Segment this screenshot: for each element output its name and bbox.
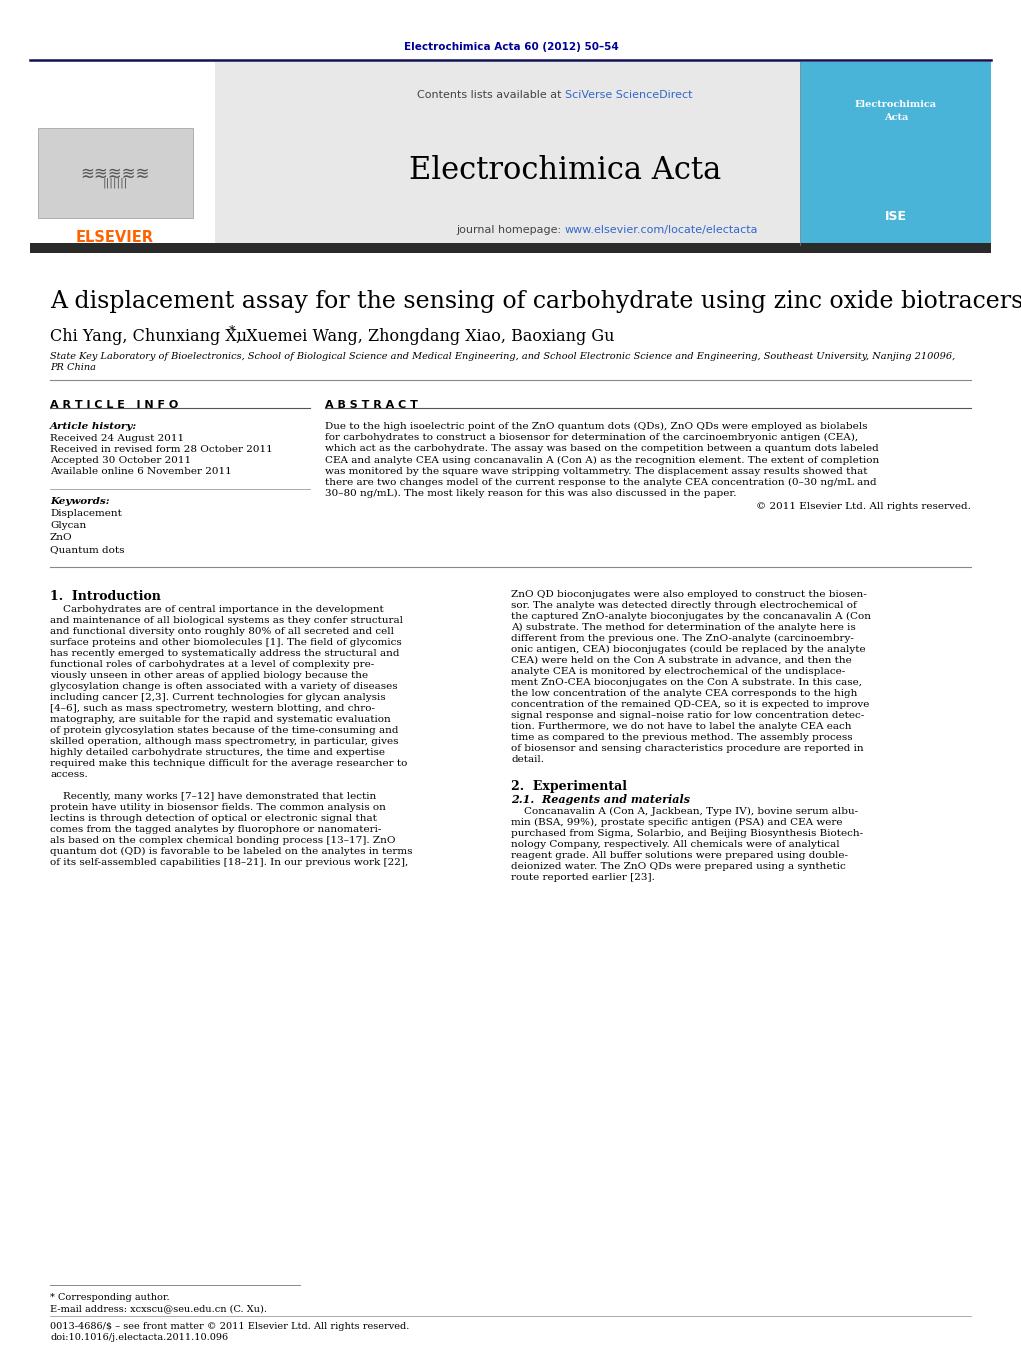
Text: Displacement: Displacement xyxy=(50,509,121,517)
Bar xyxy=(800,62,991,245)
Text: Available online 6 November 2011: Available online 6 November 2011 xyxy=(50,467,232,476)
Text: time as compared to the previous method. The assembly process: time as compared to the previous method.… xyxy=(510,734,853,742)
Text: onic antigen, CEA) bioconjugates (could be replaced by the analyte: onic antigen, CEA) bioconjugates (could … xyxy=(510,644,866,654)
Text: www.elsevier.com/locate/electacta: www.elsevier.com/locate/electacta xyxy=(565,226,759,235)
Text: Keywords:: Keywords: xyxy=(50,497,109,507)
Text: was monitored by the square wave stripping voltammetry. The displacement assay r: was monitored by the square wave strippi… xyxy=(325,467,868,476)
Text: detail.: detail. xyxy=(510,755,544,765)
Text: [4–6], such as mass spectrometry, western blotting, and chro-: [4–6], such as mass spectrometry, wester… xyxy=(50,704,375,713)
Text: 2.1.  Reagents and materials: 2.1. Reagents and materials xyxy=(510,794,690,805)
Text: of protein glycosylation states because of the time-consuming and: of protein glycosylation states because … xyxy=(50,725,398,735)
Text: purchased from Sigma, Solarbio, and Beijing Biosynthesis Biotech-: purchased from Sigma, Solarbio, and Beij… xyxy=(510,830,863,838)
Text: functional roles of carbohydrates at a level of complexity pre-: functional roles of carbohydrates at a l… xyxy=(50,661,375,669)
Text: 1.  Introduction: 1. Introduction xyxy=(50,590,161,603)
Text: E-mail address: xcxscu@seu.edu.cn (C. Xu).: E-mail address: xcxscu@seu.edu.cn (C. Xu… xyxy=(50,1304,268,1313)
Text: Glycan: Glycan xyxy=(50,521,86,530)
Text: has recently emerged to systematically address the structural and: has recently emerged to systematically a… xyxy=(50,648,399,658)
Text: 2.  Experimental: 2. Experimental xyxy=(510,780,627,793)
Text: *: * xyxy=(229,326,235,338)
Text: * Corresponding author.: * Corresponding author. xyxy=(50,1293,169,1302)
Text: A R T I C L E   I N F O: A R T I C L E I N F O xyxy=(50,400,179,409)
Text: Chi Yang, Chunxiang Xu: Chi Yang, Chunxiang Xu xyxy=(50,328,247,345)
Text: reagent grade. All buffer solutions were prepared using double-: reagent grade. All buffer solutions were… xyxy=(510,851,848,861)
Text: and maintenance of all biological systems as they confer structural: and maintenance of all biological system… xyxy=(50,616,403,626)
Text: CEA) were held on the Con A substrate in advance, and then the: CEA) were held on the Con A substrate in… xyxy=(510,657,852,665)
Text: surface proteins and other biomolecules [1]. The field of glycomics: surface proteins and other biomolecules … xyxy=(50,638,401,647)
Text: of its self-assembled capabilities [18–21]. In our previous work [22],: of its self-assembled capabilities [18–2… xyxy=(50,858,408,867)
Text: |||||||: ||||||| xyxy=(102,178,128,189)
Text: for carbohydrates to construct a biosensor for determination of the carcinoembry: for carbohydrates to construct a biosens… xyxy=(325,434,858,442)
Bar xyxy=(30,62,215,245)
Text: required make this technique difficult for the average researcher to: required make this technique difficult f… xyxy=(50,759,407,767)
Bar xyxy=(30,62,800,245)
Text: Electrochimica Acta 60 (2012) 50–54: Electrochimica Acta 60 (2012) 50–54 xyxy=(403,42,619,51)
Text: sor. The analyte was detected directly through electrochemical of: sor. The analyte was detected directly t… xyxy=(510,601,857,611)
Text: skilled operation, although mass spectrometry, in particular, gives: skilled operation, although mass spectro… xyxy=(50,738,398,746)
Text: route reported earlier [23].: route reported earlier [23]. xyxy=(510,873,654,882)
Text: different from the previous one. The ZnO-analyte (carcinoembry-: different from the previous one. The ZnO… xyxy=(510,634,854,643)
Text: © 2011 Elsevier Ltd. All rights reserved.: © 2011 Elsevier Ltd. All rights reserved… xyxy=(757,503,971,512)
Text: Carbohydrates are of central importance in the development: Carbohydrates are of central importance … xyxy=(50,605,384,613)
Text: State Key Laboratory of Bioelectronics, School of Biological Science and Medical: State Key Laboratory of Bioelectronics, … xyxy=(50,353,956,361)
Text: signal response and signal–noise ratio for low concentration detec-: signal response and signal–noise ratio f… xyxy=(510,711,864,720)
Text: nology Company, respectively. All chemicals were of analytical: nology Company, respectively. All chemic… xyxy=(510,840,839,848)
Bar xyxy=(30,243,991,253)
Text: A B S T R A C T: A B S T R A C T xyxy=(325,400,418,409)
Text: ZnO QD bioconjugates were also employed to construct the biosen-: ZnO QD bioconjugates were also employed … xyxy=(510,590,867,598)
Text: ment ZnO-CEA bioconjugates on the Con A substrate. In this case,: ment ZnO-CEA bioconjugates on the Con A … xyxy=(510,678,862,688)
Text: ≋≋≋≋≋: ≋≋≋≋≋ xyxy=(81,165,150,182)
Text: there are two changes model of the current response to the analyte CEA concentra: there are two changes model of the curre… xyxy=(325,478,877,488)
Text: Received in revised form 28 October 2011: Received in revised form 28 October 2011 xyxy=(50,444,273,454)
Text: Electrochimica Acta: Electrochimica Acta xyxy=(408,155,721,186)
Text: and functional diversity onto roughly 80% of all secreted and cell: and functional diversity onto roughly 80… xyxy=(50,627,394,636)
Text: ZnO: ZnO xyxy=(50,534,72,542)
Text: Article history:: Article history: xyxy=(50,422,137,431)
Text: quantum dot (QD) is favorable to be labeled on the analytes in terms: quantum dot (QD) is favorable to be labe… xyxy=(50,847,412,857)
Text: Received 24 August 2011: Received 24 August 2011 xyxy=(50,434,184,443)
Text: PR China: PR China xyxy=(50,363,96,372)
Text: the low concentration of the analyte CEA corresponds to the high: the low concentration of the analyte CEA… xyxy=(510,689,858,698)
Text: 30–80 ng/mL). The most likely reason for this was also discussed in the paper.: 30–80 ng/mL). The most likely reason for… xyxy=(325,489,736,499)
Bar xyxy=(38,128,193,218)
Text: Electrochimica: Electrochimica xyxy=(855,100,937,109)
Text: tion. Furthermore, we do not have to label the analyte CEA each: tion. Furthermore, we do not have to lab… xyxy=(510,721,852,731)
Text: CEA and analyte CEA using concanavalin A (Con A) as the recognition element. The: CEA and analyte CEA using concanavalin A… xyxy=(325,455,879,465)
Text: including cancer [2,3]. Current technologies for glycan analysis: including cancer [2,3]. Current technolo… xyxy=(50,693,386,703)
Text: ELSEVIER: ELSEVIER xyxy=(76,230,154,245)
Text: access.: access. xyxy=(50,770,88,780)
Text: Acta: Acta xyxy=(884,113,909,122)
Text: Recently, many works [7–12] have demonstrated that lectin: Recently, many works [7–12] have demonst… xyxy=(50,792,377,801)
Text: analyte CEA is monitored by electrochemical of the undisplace-: analyte CEA is monitored by electrochemi… xyxy=(510,667,845,676)
Text: journal homepage:: journal homepage: xyxy=(456,226,565,235)
Text: als based on the complex chemical bonding process [13–17]. ZnO: als based on the complex chemical bondin… xyxy=(50,836,395,844)
Text: A) substrate. The method for determination of the analyte here is: A) substrate. The method for determinati… xyxy=(510,623,856,632)
Text: Concanavalin A (Con A, Jackbean, Type IV), bovine serum albu-: Concanavalin A (Con A, Jackbean, Type IV… xyxy=(510,807,858,816)
Text: glycosylation change is often associated with a variety of diseases: glycosylation change is often associated… xyxy=(50,682,397,690)
Text: 0013-4686/$ – see front matter © 2011 Elsevier Ltd. All rights reserved.: 0013-4686/$ – see front matter © 2011 El… xyxy=(50,1323,409,1331)
Text: deionized water. The ZnO QDs were prepared using a synthetic: deionized water. The ZnO QDs were prepar… xyxy=(510,862,845,871)
Text: the captured ZnO-analyte bioconjugates by the concanavalin A (Con: the captured ZnO-analyte bioconjugates b… xyxy=(510,612,871,621)
Text: of biosensor and sensing characteristics procedure are reported in: of biosensor and sensing characteristics… xyxy=(510,744,864,753)
Text: ISE: ISE xyxy=(885,209,907,223)
Text: lectins is through detection of optical or electronic signal that: lectins is through detection of optical … xyxy=(50,815,377,823)
Text: comes from the tagged analytes by fluorophore or nanomateri-: comes from the tagged analytes by fluoro… xyxy=(50,825,382,834)
Text: SciVerse ScienceDirect: SciVerse ScienceDirect xyxy=(565,91,692,100)
Text: highly detailed carbohydrate structures, the time and expertise: highly detailed carbohydrate structures,… xyxy=(50,748,385,757)
Text: doi:10.1016/j.electacta.2011.10.096: doi:10.1016/j.electacta.2011.10.096 xyxy=(50,1333,228,1342)
Text: protein have utility in biosensor fields. The common analysis on: protein have utility in biosensor fields… xyxy=(50,802,386,812)
Text: matography, are suitable for the rapid and systematic evaluation: matography, are suitable for the rapid a… xyxy=(50,715,391,724)
Text: Quantum dots: Quantum dots xyxy=(50,544,125,554)
Text: min (BSA, 99%), prostate specific antigen (PSA) and CEA were: min (BSA, 99%), prostate specific antige… xyxy=(510,817,842,827)
Text: , Xuemei Wang, Zhongdang Xiao, Baoxiang Gu: , Xuemei Wang, Zhongdang Xiao, Baoxiang … xyxy=(236,328,615,345)
Text: which act as the carbohydrate. The assay was based on the competition between a : which act as the carbohydrate. The assay… xyxy=(325,444,879,454)
Text: concentration of the remained QD-CEA, so it is expected to improve: concentration of the remained QD-CEA, so… xyxy=(510,700,869,709)
Text: A displacement assay for the sensing of carbohydrate using zinc oxide biotracers: A displacement assay for the sensing of … xyxy=(50,290,1021,313)
Text: viously unseen in other areas of applied biology because the: viously unseen in other areas of applied… xyxy=(50,671,369,680)
Text: Due to the high isoelectric point of the ZnO quantum dots (QDs), ZnO QDs were em: Due to the high isoelectric point of the… xyxy=(325,422,868,431)
Text: Contents lists available at: Contents lists available at xyxy=(417,91,565,100)
Text: Accepted 30 October 2011: Accepted 30 October 2011 xyxy=(50,457,191,465)
